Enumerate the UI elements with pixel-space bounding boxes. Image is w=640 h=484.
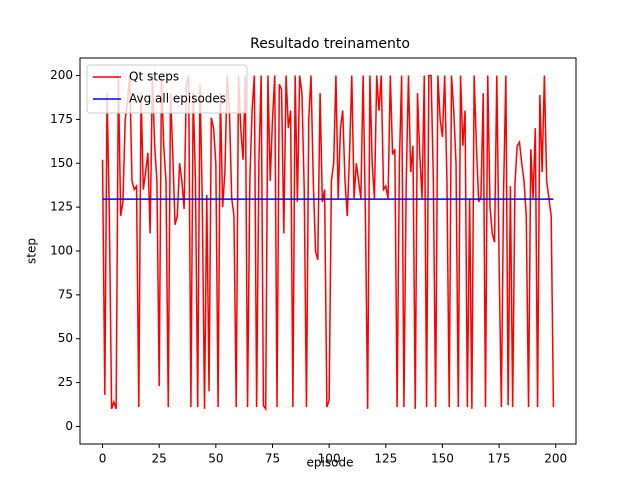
y-tick-label: 75	[58, 287, 73, 301]
y-tick-label: 25	[58, 375, 73, 389]
y-axis-label: step	[25, 238, 39, 264]
x-tick-label: 200	[544, 452, 567, 466]
y-tick-label: 175	[50, 112, 73, 126]
x-axis-label: episode	[307, 456, 354, 470]
x-tick-label: 175	[488, 452, 511, 466]
y-tick-label: 200	[50, 68, 73, 82]
y-tick-label: 150	[50, 156, 73, 170]
legend-label: Avg all episodes	[129, 92, 226, 106]
chart-title: Resultado treinamento	[250, 36, 410, 52]
x-tick-label: 125	[374, 452, 397, 466]
plot-frame	[79, 57, 577, 445]
y-tick-label: 100	[50, 244, 73, 258]
series-line	[101, 74, 555, 412]
legend-box	[86, 64, 248, 114]
x-tick-label: 25	[152, 452, 167, 466]
y-tick-label: 125	[50, 200, 73, 214]
legend-label: Qt steps	[129, 70, 179, 84]
x-tick-label: 100	[318, 452, 341, 466]
x-tick-label: 50	[208, 452, 223, 466]
x-tick-label: 0	[99, 452, 107, 466]
x-tick-label: 75	[265, 452, 280, 466]
y-tick-label: 50	[58, 331, 73, 345]
x-tick-label: 150	[431, 452, 454, 466]
y-tick-label: 0	[65, 419, 73, 433]
